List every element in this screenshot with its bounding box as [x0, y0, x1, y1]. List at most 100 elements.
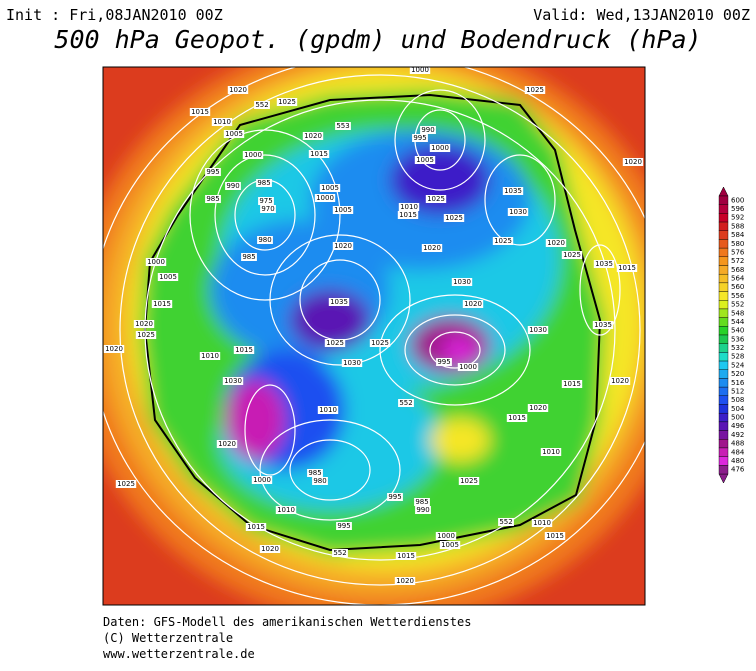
colorbar-label: 560 [731, 283, 744, 291]
isobar-label: 1025 [460, 477, 478, 485]
isobar-label: 980 [258, 236, 271, 244]
isobar-label-bg [335, 122, 351, 130]
isobar-label: 1025 [526, 86, 544, 94]
isobar-label: 1000 [244, 151, 262, 159]
colorbar-label: 564 [731, 275, 745, 283]
isobar-label-bg [616, 264, 638, 272]
colorbar-swatch [718, 378, 729, 388]
isobar-label-bg [227, 86, 249, 94]
isobar-label-bg [276, 98, 298, 106]
isobar-label: 970 [261, 205, 274, 213]
isobar-label: 1000 [411, 66, 429, 74]
colorbar-swatch [718, 239, 729, 249]
colorbar-swatch [718, 291, 729, 301]
isobar-label-bg [435, 532, 457, 540]
isobar-label: 1015 [399, 211, 417, 219]
isobar-label: 1015 [546, 532, 564, 540]
isobar-label: 1030 [343, 359, 361, 367]
colorbar-swatch [718, 230, 729, 240]
isobar-label-bg [145, 258, 167, 266]
colorbar-swatch [718, 256, 729, 266]
isobar-label-bg [409, 67, 431, 74]
colorbar-swatch [718, 204, 729, 214]
isobar-label: 995 [206, 168, 219, 176]
isobar-label: 1035 [504, 187, 522, 195]
isobar-label-bg [151, 300, 173, 308]
isobar-label-bg [223, 130, 245, 138]
colorbar-swatch [718, 343, 729, 353]
colorbar-swatch [718, 265, 729, 275]
isobar-label-bg [527, 326, 549, 334]
isobar-label: 1000 [253, 476, 271, 484]
isobar-label-bg [397, 211, 419, 219]
colorbar-label: 540 [731, 327, 744, 335]
isobar-label-bg [256, 179, 272, 187]
isobar-label-bg [259, 545, 281, 553]
isobar-label: 995 [413, 134, 426, 142]
isobar-label: 552 [333, 549, 346, 557]
isobar-label: 1010 [319, 406, 337, 414]
isobar-label: 1005 [225, 130, 243, 138]
colorbar-swatch [718, 273, 729, 284]
colorbar-swatch [718, 326, 729, 336]
colorbar-label: 544 [731, 318, 745, 326]
colorbar-swatch [718, 369, 729, 379]
isobar-label-bg [257, 236, 273, 244]
isobar-label: 1020 [229, 86, 247, 94]
isobar-label-bg [308, 150, 330, 158]
colorbar-label: 508 [731, 396, 744, 404]
isobar-label: 985 [415, 498, 428, 506]
isobar-label: 1025 [371, 339, 389, 347]
isobar-label-bg [332, 206, 354, 214]
isobar-label: 553 [336, 122, 349, 130]
isobar-label-bg [421, 244, 443, 252]
isobar-label: 990 [226, 182, 239, 190]
isobar-label-bg [222, 377, 244, 385]
isobar-label: 1020 [218, 440, 236, 448]
isobar-label-bg [451, 278, 473, 286]
colorbar-swatch [718, 421, 729, 431]
colorbar-label: 536 [731, 335, 745, 343]
colorbar-label: 568 [731, 266, 744, 274]
isobar-label-bg [395, 552, 417, 560]
isobar-label-bg [561, 380, 583, 388]
isobar-label-bg [429, 144, 451, 152]
isobar-label: 975 [259, 197, 272, 205]
isobar-label-bg [540, 448, 562, 456]
isobar-label: 1025 [326, 339, 344, 347]
isobar-label: 1020 [334, 242, 352, 250]
isobar-label-bg [211, 118, 233, 126]
map: 1020 552 1025 1000 1025 1015 1010 1005 1020 553 99… [103, 66, 645, 605]
isobar-label-bg [531, 519, 553, 527]
isobar-label-bg [492, 237, 514, 245]
isobar-label: 1035 [330, 298, 348, 306]
isobar-label: 985 [257, 179, 270, 187]
isobar-label-bg [398, 399, 414, 407]
isobar-label: 1025 [427, 195, 445, 203]
isobar-label-bg [592, 321, 614, 329]
colorbar-label: 476 [731, 466, 745, 474]
footer-url: www.wetterzentrale.de [103, 647, 255, 661]
colorbar-label: 520 [731, 370, 744, 378]
isobar-label-bg [443, 214, 465, 222]
isobar-label: 1015 [235, 346, 253, 354]
isobar-label-bg [260, 205, 276, 213]
colorbar-swatch [718, 386, 729, 397]
isobar-label-bg [545, 239, 567, 247]
colorbar-swatch [718, 360, 729, 370]
isobar-label: 1005 [441, 541, 459, 549]
isobar-label-bg [254, 101, 270, 109]
isobar-label: 1020 [464, 300, 482, 308]
isobar-label: 552 [399, 399, 412, 407]
isobar-label: 1005 [334, 206, 352, 214]
isobar-label-bg [436, 358, 452, 366]
colorbar-swatch [718, 395, 729, 405]
colorbar-label: 588 [731, 222, 744, 230]
isobar-label: 1005 [416, 156, 434, 164]
isobar-label-bg [189, 108, 211, 116]
isobar-label: 985 [206, 195, 219, 203]
isobar-label-bg [258, 197, 274, 205]
isobar-label-bg [302, 132, 324, 140]
isobar-label: 1015 [508, 414, 526, 422]
colorbar-label: 592 [731, 214, 744, 222]
